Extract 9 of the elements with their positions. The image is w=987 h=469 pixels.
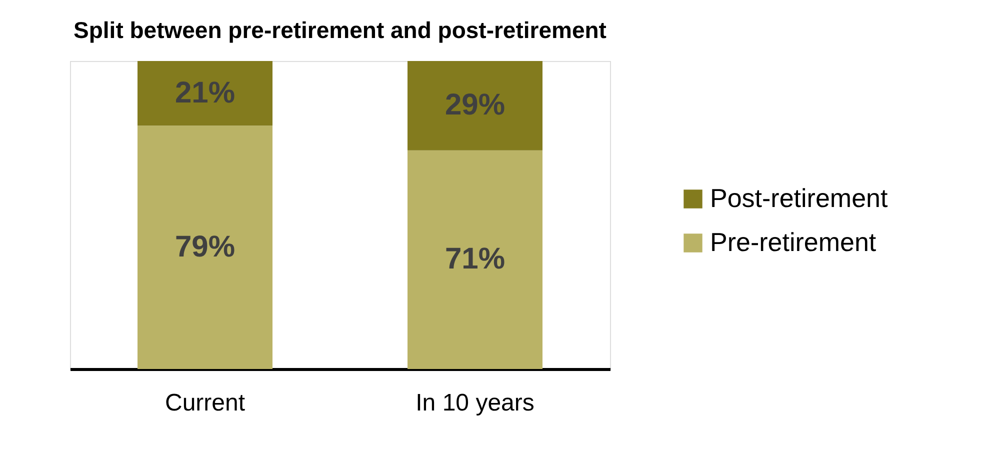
x-tick-label: Current	[164, 390, 246, 416]
data-label: 21%	[174, 76, 236, 110]
data-label: 71%	[444, 242, 506, 276]
x-tick-label: In 10 years	[416, 390, 534, 416]
chart-title: Split between pre-retirement and post-retirement	[74, 17, 607, 43]
data-label: 79%	[174, 230, 236, 264]
data-label: 29%	[444, 88, 506, 122]
legend-label: Post-retirement	[710, 183, 888, 213]
legend-label: Pre-retirement	[710, 227, 877, 257]
